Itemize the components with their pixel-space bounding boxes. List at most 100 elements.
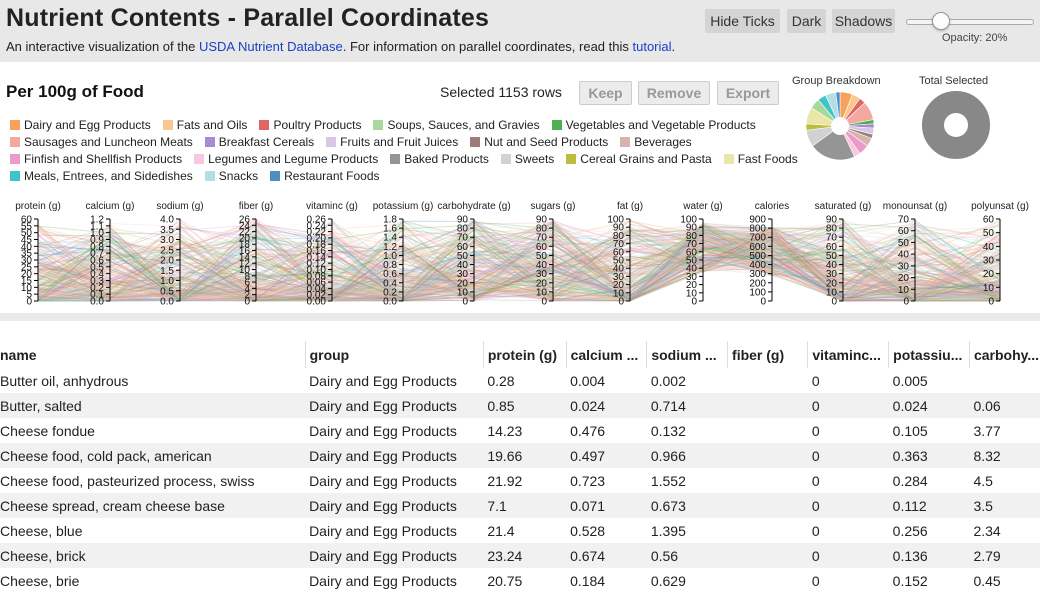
tick-label: 60 [686, 247, 698, 258]
legend-item-sausages-and-luncheon-meats[interactable]: Sausages and Luncheon Meats [10, 133, 193, 150]
hide-ticks-button[interactable]: Hide Ticks [705, 9, 780, 33]
table-row[interactable]: Cheese, brick Dairy and Egg Products 23.24… [0, 543, 1040, 568]
column-header-sodium[interactable]: sodium ... [646, 341, 728, 368]
legend-item-legumes-and-legume-products[interactable]: Legumes and Legume Products [194, 150, 378, 167]
axis-sodium-g[interactable]: sodium (g) 4.03.53.02.52.01.51.00.50.0 [156, 201, 203, 308]
cell-sodium: 0.132 [650, 422, 686, 439]
data-polyline [37, 226, 1001, 301]
axis-label: saturated (g) [815, 201, 872, 212]
legend-item-nut-and-seed-products[interactable]: Nut and Seed Products [470, 133, 608, 150]
data-polyline [37, 246, 1001, 302]
legend-item-snacks[interactable]: Snacks [204, 167, 258, 184]
legend-item-cereal-grains-and-pasta[interactable]: Cereal Grains and Pasta [566, 150, 712, 167]
table-row[interactable]: Cheese, brie Dairy and Egg Products 20.75 0… [0, 568, 1040, 593]
column-header-group[interactable]: group [304, 341, 484, 368]
data-polyline [37, 221, 1001, 301]
legend-item-breakfast-cereals[interactable]: Breakfast Cereals [204, 133, 314, 150]
cell-vitaminc: 0 [811, 472, 820, 489]
dark-button[interactable]: Dark [787, 9, 826, 33]
opacity-slider[interactable] [906, 12, 1034, 30]
column-header-calcium[interactable]: calcium ... [565, 341, 647, 368]
cell-group: Dairy and Egg Products [309, 472, 457, 489]
axis-polyunsat-g[interactable]: polyunsat (g) 60 50 40 30 20 10 0 [971, 201, 1029, 308]
page-subtitle: An interactive visualization of the USDA… [6, 39, 675, 54]
legend-item-restaurant-foods[interactable]: Restaurant Foods [270, 167, 380, 184]
tick-label: 0.6 [90, 256, 104, 267]
data-polyline [37, 229, 1001, 302]
data-polyline [37, 223, 1001, 302]
top-bar: Nutrient Contents - Parallel Coordinates… [0, 0, 1040, 62]
data-polyline [37, 229, 1001, 302]
data-polyline [37, 220, 1001, 299]
opacity-slider-handle[interactable] [932, 12, 950, 30]
axis-calcium-g[interactable]: calcium (g)1.21.11.00.90.80.70.60.50.40.… [86, 201, 135, 308]
table-row[interactable]: Cheese food, pasteurized process, swiss D… [0, 468, 1040, 493]
legend-item-meals-entrees-and-sidedishes[interactable]: Meals, Entrees, and Sidedishes [10, 167, 193, 184]
data-polyline [37, 235, 1001, 302]
column-header-vitaminc[interactable]: vitaminc... [807, 341, 889, 368]
table-row[interactable]: Cheese fondue Dairy and Egg Products 14.23… [0, 418, 1040, 443]
tick-label: 1.5 [160, 266, 174, 277]
axis-vitaminc-g[interactable]: vitaminc (g) 0.260.240.220.200.180.160.14… [306, 201, 358, 308]
data-polyline [37, 230, 1001, 302]
column-header-name[interactable]: name [0, 341, 306, 368]
tick-label: 40 [686, 264, 698, 275]
column-header-potassiu[interactable]: potassiu... [888, 341, 970, 368]
tick-label: 0.02 [307, 290, 327, 301]
usda-database-link[interactable]: USDA Nutrient Database [198, 39, 343, 54]
tick-label: 70 [536, 233, 548, 244]
column-header-protein-g[interactable]: protein (g) [482, 341, 567, 368]
legend-item-sweets[interactable]: Sweets [500, 150, 554, 167]
legend-item-dairy-and-egg-products[interactable]: Dairy and Egg Products [10, 116, 151, 133]
legend-item-fats-and-oils[interactable]: Fats and Oils [162, 116, 247, 133]
data-polyline [37, 239, 1001, 302]
column-header-fiber-g[interactable]: fiber (g) [727, 341, 808, 368]
legend-item-beverages[interactable]: Beverages [620, 133, 692, 150]
shadows-button[interactable]: Shadows [832, 9, 895, 33]
tick-label: 1.4 [383, 233, 397, 244]
data-polyline [37, 220, 1001, 302]
tick-label: 15 [21, 276, 33, 287]
table-row[interactable]: Butter, salted Dairy and Egg Products 0.85… [0, 393, 1040, 418]
cell-carbohy: 3.5 [969, 493, 1040, 518]
axis-potassium-g[interactable]: potassium (g) 1.81.61.41.21.00.80.60.40.2… [373, 201, 434, 308]
remove-button[interactable]: Remove [638, 81, 710, 105]
legend-item-poultry-products[interactable]: Poultry Products [259, 116, 361, 133]
data-polyline [37, 242, 1001, 302]
tutorial-link[interactable]: tutorial [632, 39, 672, 54]
legend-item-soups-sauces-and-gravies[interactable]: Soups, Sauces, and Gravies [373, 116, 540, 133]
keep-button[interactable]: Keep [579, 81, 632, 105]
cell-fiber-g [727, 493, 808, 518]
data-polyline [37, 238, 1001, 302]
legend-item-baked-products[interactable]: Baked Products [390, 150, 489, 167]
legend-item-finfish-and-shellfish-products[interactable]: Finfish and Shellfish Products [10, 150, 182, 167]
table-row[interactable]: Cheese spread, cream cheese base Dairy an… [0, 493, 1040, 518]
table-row[interactable]: Cheese food, cold pack, american Dairy an… [0, 443, 1040, 468]
legend-item-fast-foods[interactable]: Fast Foods [723, 150, 798, 167]
tick-label: 900 [749, 215, 766, 226]
cell-protein-g: 0.85 [483, 393, 567, 418]
legend-item-vegetables-and-vegetable-products[interactable]: Vegetables and Vegetable Products [551, 116, 756, 133]
column-header-carbohy[interactable]: carbohy... [968, 341, 1040, 368]
tick-label: 18 [239, 240, 251, 251]
table-row[interactable]: Butter oil, anhydrous Dairy and Egg Produ… [0, 368, 1040, 393]
export-button[interactable]: Export [717, 81, 779, 105]
tick-label: 20 [457, 278, 469, 289]
opacity-slider-track[interactable] [906, 19, 1034, 25]
data-polyline [37, 232, 1001, 300]
legend-label: Beverages [634, 134, 692, 149]
table-row[interactable]: Cheese, blue Dairy and Egg Products 21.4 0.… [0, 518, 1040, 543]
data-polyline [37, 253, 1001, 302]
legend-item-fruits-and-fruit-juices[interactable]: Fruits and Fruit Juices [326, 133, 458, 150]
cell-calcium: 0.184 [570, 572, 606, 589]
